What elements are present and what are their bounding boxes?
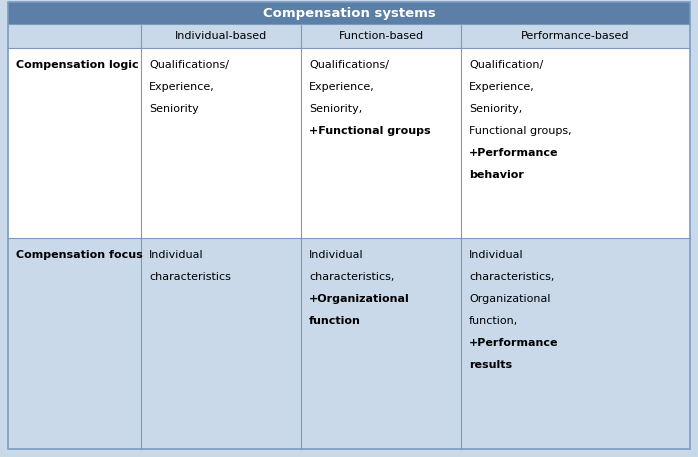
Bar xyxy=(8,48,690,238)
Text: characteristics: characteristics xyxy=(149,272,231,282)
Text: Compensation focus: Compensation focus xyxy=(16,250,143,260)
Text: Performance-based: Performance-based xyxy=(521,31,630,41)
Text: function: function xyxy=(309,316,361,326)
Text: Experience,: Experience, xyxy=(469,82,535,92)
Text: +Performance: +Performance xyxy=(469,338,558,348)
Text: Seniority,: Seniority, xyxy=(309,104,362,114)
Text: Organizational: Organizational xyxy=(469,294,551,304)
Text: characteristics,: characteristics, xyxy=(309,272,394,282)
Text: Qualifications/: Qualifications/ xyxy=(309,60,389,70)
Text: Individual: Individual xyxy=(149,250,204,260)
Text: Compensation logic: Compensation logic xyxy=(16,60,139,70)
Text: Individual: Individual xyxy=(309,250,364,260)
Bar xyxy=(8,24,690,48)
Text: results: results xyxy=(469,360,512,370)
Text: characteristics,: characteristics, xyxy=(469,272,554,282)
Text: behavior: behavior xyxy=(469,170,524,180)
Text: Experience,: Experience, xyxy=(309,82,375,92)
Text: Function-based: Function-based xyxy=(339,31,424,41)
Text: Functional groups,: Functional groups, xyxy=(469,126,572,136)
Text: Individual-based: Individual-based xyxy=(175,31,267,41)
Text: Compensation systems: Compensation systems xyxy=(262,6,436,20)
Text: Seniority: Seniority xyxy=(149,104,199,114)
Bar xyxy=(8,238,690,449)
Text: +Organizational: +Organizational xyxy=(309,294,410,304)
Text: Individual: Individual xyxy=(469,250,524,260)
Text: function,: function, xyxy=(469,316,518,326)
Text: Qualification/: Qualification/ xyxy=(469,60,543,70)
Bar xyxy=(8,2,690,24)
Text: Qualifications/: Qualifications/ xyxy=(149,60,229,70)
Text: Experience,: Experience, xyxy=(149,82,215,92)
Text: +Performance: +Performance xyxy=(469,148,558,158)
Text: +Functional groups: +Functional groups xyxy=(309,126,431,136)
Text: Seniority,: Seniority, xyxy=(469,104,522,114)
